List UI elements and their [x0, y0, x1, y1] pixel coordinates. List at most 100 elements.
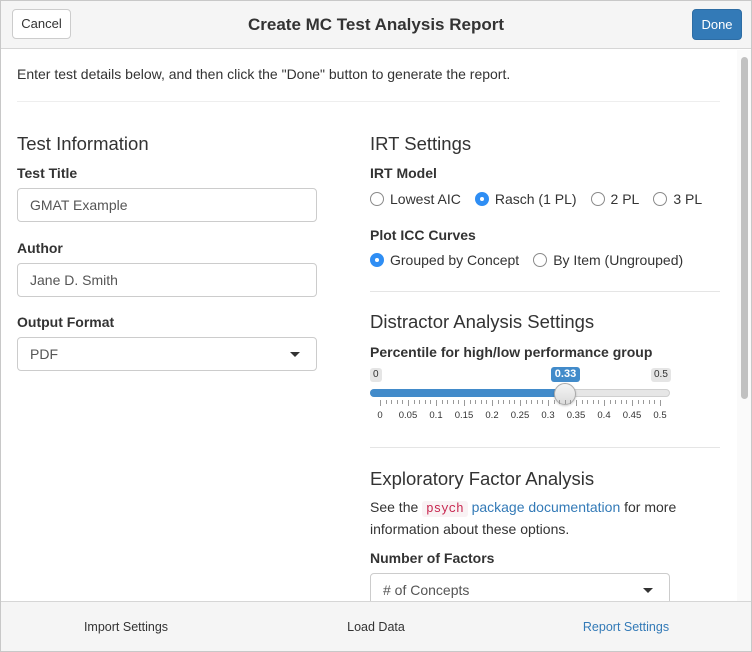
- number-of-factors-select[interactable]: # of Concepts: [370, 573, 670, 601]
- note-suffix: for more information about these options…: [370, 499, 677, 537]
- slider-minor-tick: [430, 400, 431, 404]
- slider-tick-label: 0: [377, 410, 383, 421]
- slider-major-tick: [548, 400, 549, 406]
- slider-major-tick: [632, 400, 633, 406]
- radio-label: Grouped by Concept: [390, 252, 520, 268]
- dialog-header: Cancel Create MC Test Analysis Report Do…: [1, 1, 751, 49]
- irt-model-label: IRT Model: [370, 165, 437, 181]
- radio-checked-icon[interactable]: [474, 192, 489, 206]
- irt-model-option-3pl[interactable]: 3 PL: [653, 191, 702, 207]
- slider-minor-tick: [514, 400, 515, 404]
- slider-max-label: 0.5: [651, 368, 671, 382]
- slider-tick-label: 0.5: [653, 410, 667, 421]
- author-label: Author: [17, 240, 63, 256]
- slider-value-label: 0.33: [550, 367, 581, 382]
- irt-model-radio-group: Lowest AIC Rasch (1 PL) 2 PL 3 PL: [370, 191, 716, 207]
- slider-handle[interactable]: [553, 383, 576, 405]
- slider-minor-tick: [654, 400, 655, 404]
- slider-major-tick: [604, 400, 605, 406]
- slider-minor-tick: [414, 400, 415, 404]
- output-format-value: PDF: [30, 346, 58, 362]
- dialog-title: Create MC Test Analysis Report: [247, 15, 504, 34]
- slider-minor-tick: [593, 400, 594, 404]
- slider-tick-label: 0.3: [541, 410, 555, 421]
- tab-load-data[interactable]: Load Data: [347, 620, 405, 634]
- slider-fill: [370, 389, 565, 397]
- slider-tick-label: 0.05: [398, 410, 418, 421]
- irt-model-option-lowest-aic[interactable]: Lowest AIC: [370, 191, 461, 207]
- slider-major-tick: [464, 400, 465, 406]
- number-of-factors-value: # of Concepts: [383, 582, 470, 598]
- bottom-tab-bar: Import Settings Load Data Report Setting…: [1, 601, 751, 651]
- package-documentation-link[interactable]: package documentation: [471, 499, 621, 515]
- tab-import-settings[interactable]: Import Settings: [83, 620, 169, 634]
- divider: [370, 447, 720, 448]
- radio-icon[interactable]: [533, 253, 548, 267]
- radio-icon[interactable]: [370, 192, 384, 206]
- slider-tick-label: 0.1: [429, 410, 443, 421]
- slider-minor-tick: [391, 400, 392, 404]
- chevron-down-icon: [643, 588, 653, 593]
- irt-model-option-2pl[interactable]: 2 PL: [590, 191, 640, 207]
- slider-minor-tick: [503, 400, 504, 404]
- slider-minor-tick: [565, 400, 566, 404]
- radio-icon[interactable]: [590, 192, 605, 206]
- slider-minor-tick: [531, 400, 532, 404]
- slider-minor-tick: [638, 400, 639, 404]
- slider-minor-tick: [649, 400, 650, 404]
- slider-minor-tick: [442, 400, 443, 404]
- icc-option-by-item[interactable]: By Item (Ungrouped): [533, 252, 683, 268]
- distractor-analysis-heading: Distractor Analysis Settings: [370, 311, 595, 332]
- slider-minor-tick: [475, 400, 476, 404]
- slider-minor-tick: [570, 400, 571, 404]
- slider-major-tick: [492, 400, 493, 406]
- icc-option-grouped[interactable]: Grouped by Concept: [370, 252, 519, 268]
- chevron-down-icon: [290, 352, 300, 357]
- slider-tick-label: 0.45: [622, 410, 642, 421]
- irt-settings-heading: IRT Settings: [370, 133, 472, 154]
- slider-minor-tick: [481, 400, 482, 404]
- slider-major-tick: [576, 400, 577, 406]
- slider-minor-tick: [626, 400, 627, 404]
- scrollbar-thumb[interactable]: [741, 57, 748, 399]
- icc-radio-group: Grouped by Concept By Item (Ungrouped): [370, 252, 697, 268]
- author-input[interactable]: Jane D. Smith: [17, 263, 317, 297]
- slider-minor-tick: [542, 400, 543, 404]
- radio-checked-icon[interactable]: [370, 253, 384, 267]
- irt-model-option-rasch[interactable]: Rasch (1 PL): [474, 191, 577, 207]
- divider: [17, 101, 720, 102]
- radio-icon[interactable]: [653, 192, 668, 206]
- radio-label: 3 PL: [673, 191, 703, 207]
- slider-minor-tick: [447, 400, 448, 404]
- radio-label: 2 PL: [610, 191, 640, 207]
- output-format-select[interactable]: PDF: [17, 337, 317, 371]
- plot-icc-label: Plot ICC Curves: [370, 227, 476, 243]
- slider-minor-tick: [486, 400, 487, 404]
- output-format-label: Output Format: [17, 314, 115, 330]
- slider-minor-tick: [419, 400, 420, 404]
- slider-minor-tick: [587, 400, 588, 404]
- scroll-content[interactable]: Enter test details below, and then click…: [1, 50, 739, 601]
- slider-minor-tick: [386, 400, 387, 404]
- efa-heading: Exploratory Factor Analysis: [370, 468, 595, 489]
- cancel-button[interactable]: Cancel: [12, 9, 71, 39]
- test-title-input[interactable]: GMAT Example: [17, 188, 317, 222]
- slider-major-tick: [660, 400, 661, 406]
- slider-minor-tick: [554, 400, 555, 404]
- slider-minor-tick: [498, 400, 499, 404]
- slider-minor-tick: [402, 400, 403, 404]
- test-information-heading: Test Information: [17, 133, 149, 154]
- done-button[interactable]: Done: [692, 9, 742, 40]
- slider-minor-tick: [458, 400, 459, 404]
- slider-minor-tick: [509, 400, 510, 404]
- slider-minor-tick: [621, 400, 622, 404]
- radio-label: Lowest AIC: [390, 191, 461, 207]
- slider-minor-tick: [537, 400, 538, 404]
- slider-minor-tick: [582, 400, 583, 404]
- slider-tick-label: 0.15: [454, 410, 474, 421]
- slider-minor-tick: [610, 400, 611, 404]
- tab-report-settings[interactable]: Report Settings: [582, 620, 670, 634]
- slider-major-tick: [380, 400, 381, 406]
- radio-label: By Item (Ungrouped): [553, 252, 684, 268]
